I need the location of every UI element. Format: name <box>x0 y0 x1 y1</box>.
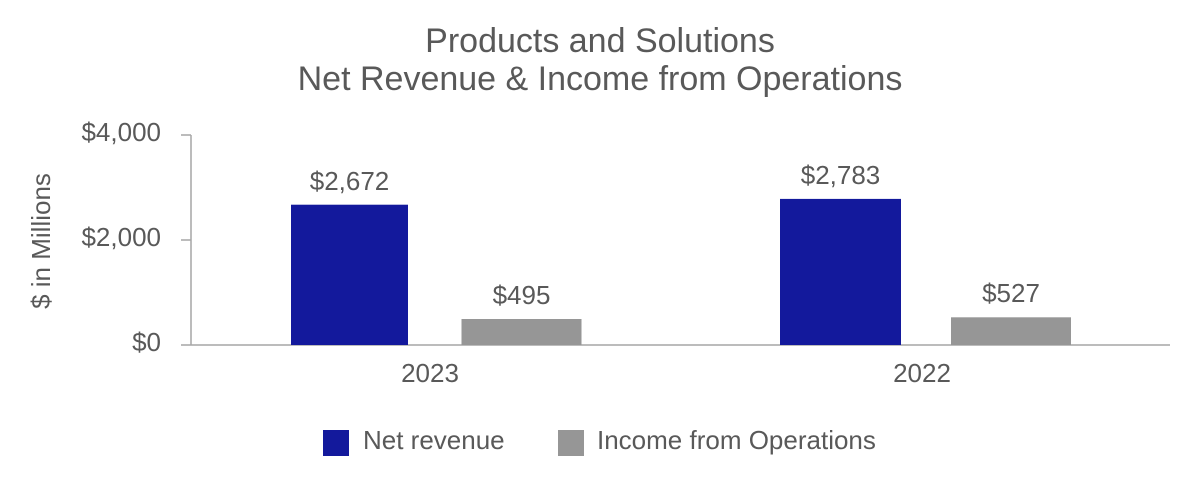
svg-text:$4,000: $4,000 <box>81 117 161 147</box>
svg-text:$2,783: $2,783 <box>801 160 881 190</box>
svg-text:Net revenue: Net revenue <box>363 425 505 455</box>
svg-text:$2,672: $2,672 <box>310 166 390 196</box>
svg-text:$0: $0 <box>132 327 161 357</box>
svg-text:$ in Millions: $ in Millions <box>26 173 56 309</box>
svg-text:$527: $527 <box>982 278 1040 308</box>
svg-text:Income from Operations: Income from Operations <box>597 425 876 455</box>
svg-text:2022: 2022 <box>893 358 951 388</box>
svg-text:$495: $495 <box>493 280 551 310</box>
svg-text:$2,000: $2,000 <box>81 222 161 252</box>
svg-text:2023: 2023 <box>401 358 459 388</box>
